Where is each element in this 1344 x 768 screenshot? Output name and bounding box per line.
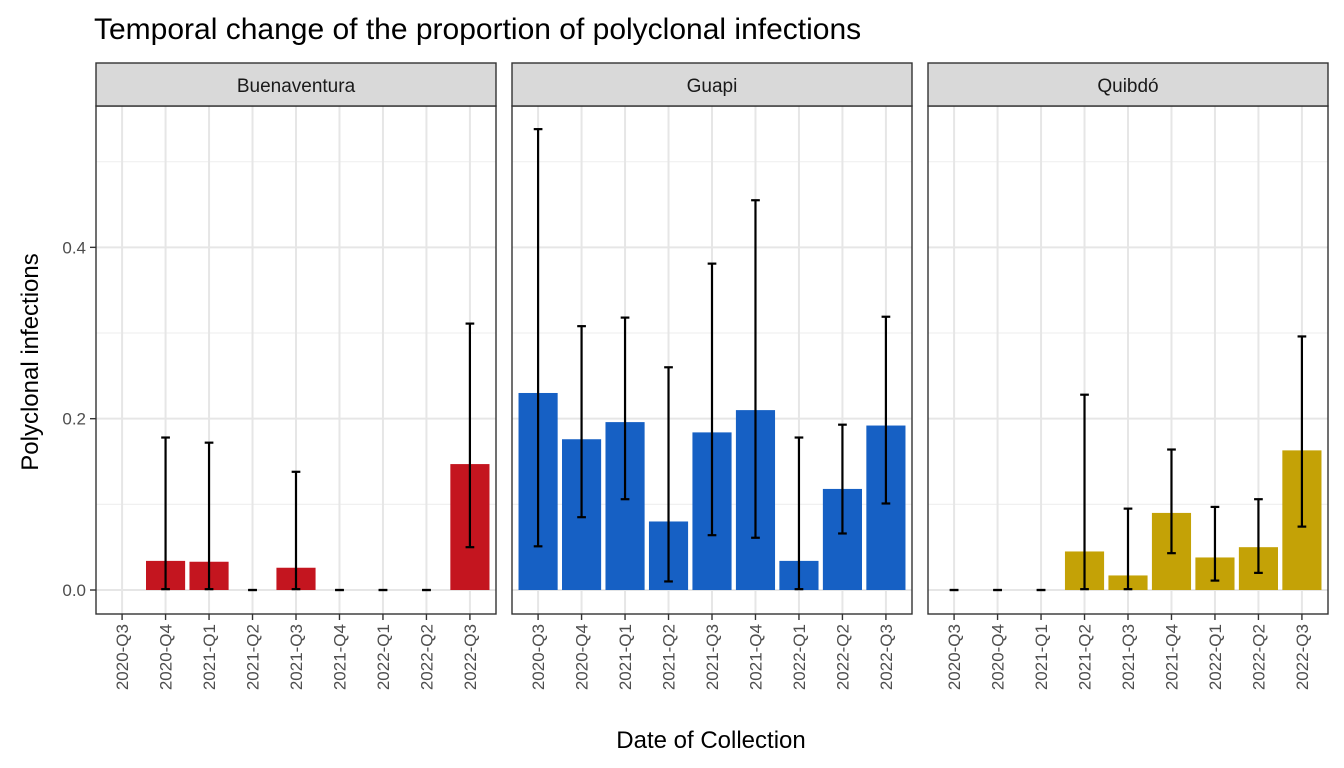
x-tick-label: 2022-Q1	[790, 624, 809, 690]
x-tick-label: 2020-Q4	[573, 624, 592, 690]
x-tick-label: 2022-Q3	[877, 624, 896, 690]
x-tick-label: 2021-Q3	[703, 624, 722, 690]
x-tick-label: 2022-Q1	[1206, 624, 1225, 690]
facet-strip-label: Quibdó	[1097, 76, 1158, 97]
error-bar	[1080, 393, 1089, 591]
error-bar	[291, 470, 301, 591]
error-bar	[465, 322, 475, 549]
x-tick-label: 2021-Q4	[746, 624, 765, 690]
error-bar	[533, 128, 543, 548]
y-axis: 0.0 0.2 0.4	[62, 238, 96, 600]
x-tick-label: 2020-Q3	[945, 624, 964, 690]
x-tick-label: 2022-Q1	[374, 624, 393, 690]
x-tick-label: 2022-Q2	[1249, 624, 1268, 690]
x-tick-label: 2022-Q2	[417, 624, 436, 690]
error-bar	[161, 436, 170, 591]
error-bar	[620, 316, 630, 501]
error-bar	[751, 199, 760, 539]
chart-title: Temporal change of the proportion of pol…	[94, 13, 861, 46]
x-tick-label: 2020-Q4	[989, 624, 1008, 690]
x-tick-label: 2022-Q3	[1293, 624, 1312, 690]
error-bar	[1254, 498, 1263, 574]
x-tick-label: 2021-Q2	[1076, 624, 1095, 690]
error-bar	[1123, 507, 1133, 591]
facet-strip-label: Buenaventura	[237, 76, 356, 97]
x-tick-label: 2022-Q3	[461, 624, 480, 690]
x-tick-label: 2021-Q1	[1032, 624, 1051, 690]
x-axis-title: Date of Collection	[616, 727, 805, 754]
x-tick-label: 2021-Q2	[660, 624, 679, 690]
facet-strip	[927, 62, 1329, 107]
y-tick-label: 0.4	[62, 238, 86, 257]
facet-panel-buenaventura: Buenaventura 2020-Q3 2020-Q4 2021-Q1 2021-Q2…	[95, 62, 497, 690]
x-tick-label: 2022-Q2	[833, 624, 852, 690]
x-tick-label: 2021-Q1	[200, 624, 219, 690]
facet-strip	[511, 62, 913, 107]
y-tick-label: 0.2	[62, 410, 86, 429]
facet-panels: Buenaventura 2020-Q3 2020-Q4 2021-Q1 2021-Q2…	[95, 62, 1329, 690]
error-bar	[577, 325, 586, 519]
error-bar	[838, 423, 847, 535]
facet-panel-guapi: Guapi 2020-Q3 2020-Q4 2021-Q1 2021-Q2 2021-Q3…	[511, 62, 913, 690]
error-bar	[1167, 448, 1176, 555]
error-bar	[1210, 505, 1220, 582]
error-bar	[794, 436, 804, 591]
error-bar	[664, 366, 673, 583]
error-bar	[707, 262, 717, 537]
facet-panel-quibdó: Quibdó 2020-Q3 2020-Q4 2021-Q1 2021-Q2 2021-Q…	[927, 62, 1329, 690]
x-tick-label: 2021-Q2	[244, 624, 263, 690]
y-tick-label: 0.0	[62, 581, 86, 600]
facet-strip	[95, 62, 497, 107]
x-tick-label: 2021-Q3	[1119, 624, 1138, 690]
x-tick-label: 2020-Q3	[529, 624, 548, 690]
x-tick-label: 2020-Q3	[113, 624, 132, 690]
y-axis-title: Polyclonal infections	[17, 253, 44, 470]
x-tick-label: 2021-Q3	[287, 624, 306, 690]
error-bar	[204, 441, 214, 591]
x-tick-label: 2021-Q1	[616, 624, 635, 690]
x-tick-label: 2021-Q4	[1162, 624, 1181, 690]
facet-strip-label: Guapi	[687, 76, 738, 97]
error-bar	[881, 315, 891, 505]
x-tick-label: 2021-Q4	[330, 624, 349, 690]
error-bar	[1297, 335, 1307, 528]
x-tick-label: 2020-Q4	[157, 624, 176, 690]
